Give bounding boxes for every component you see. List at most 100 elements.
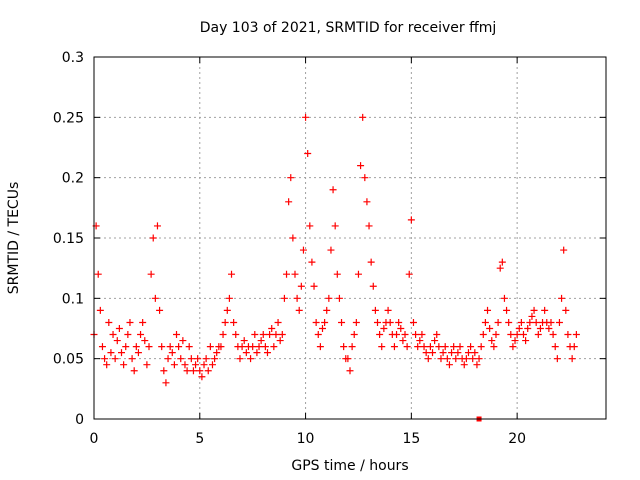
data-point [452,355,460,363]
data-point [283,270,291,278]
data-point [96,306,104,314]
data-point [242,349,250,357]
points-layer [90,113,580,422]
data-point [433,331,441,339]
data-point [331,222,339,230]
data-point [498,258,506,266]
data-point [306,222,314,230]
data-point [238,343,246,351]
data-point [467,343,475,351]
data-point [310,282,318,290]
data-point [541,306,549,314]
data-point [143,361,151,369]
data-point [492,331,500,339]
data-point [515,325,523,332]
data-point [471,349,479,357]
data-point [420,343,428,351]
data-point [194,355,202,363]
data-point [166,343,174,351]
data-point [198,373,206,381]
data-point [475,355,483,363]
data-point [297,282,305,290]
data-point [211,355,219,363]
data-point [124,331,132,339]
data-point [217,343,225,351]
data-point [443,355,451,363]
data-point [454,349,462,357]
data-point [128,355,136,363]
data-point [505,318,513,326]
data-point [223,306,231,314]
data-point [513,331,521,339]
data-point [526,318,534,326]
data-point [263,349,271,357]
data-point [94,270,102,278]
y-tick-label: 0.05 [53,352,84,368]
data-point [213,349,221,357]
data-point [153,222,161,230]
data-point [496,264,504,272]
data-point [456,343,464,351]
data-point [162,379,170,387]
data-point [204,367,212,375]
data-point [202,355,210,363]
data-point [177,355,185,363]
data-point [555,318,563,326]
data-point [270,343,278,351]
chart-title: Day 103 of 2021, SRMTID for receiver ffm… [200,20,497,36]
data-point [439,349,447,357]
data-point [350,331,358,339]
data-point [524,325,532,332]
data-point [325,294,333,302]
data-point [132,343,140,351]
data-point [509,343,517,351]
data-point [314,331,322,339]
data-point [280,294,288,302]
data-point [484,306,492,314]
data-point [346,367,354,375]
data-point [230,318,238,326]
data-point [272,331,280,339]
data-point [253,349,261,357]
y-axis-label: SRMTID / TECUs [6,182,22,295]
data-point [103,361,111,369]
data-point [564,331,572,339]
data-point [181,361,189,369]
data-point [412,331,420,339]
data-point [530,306,538,314]
data-point [460,361,468,369]
data-point [407,216,415,224]
data-point [405,270,413,278]
x-tick-label: 15 [402,431,420,447]
data-point [348,343,356,351]
data-point [570,343,578,351]
data-point [111,355,119,363]
data-point [448,349,456,357]
y-tick-label: 0.2 [62,171,84,187]
data-point [251,331,259,339]
data-point [312,318,320,326]
data-point [384,306,392,314]
data-point [562,306,570,314]
data-point [200,361,208,369]
data-point [560,246,568,254]
grid [94,57,606,419]
x-axis-label: GPS time / hours [291,458,408,474]
data-point [534,331,542,339]
data-point [462,355,470,363]
data-point [519,331,527,339]
data-point [160,367,168,375]
data-point [357,162,365,170]
data-point [255,343,263,351]
data-point [390,343,398,351]
data-point [464,349,472,357]
data-point [196,367,204,375]
data-point [268,325,276,332]
data-point [185,343,193,351]
data-point [285,198,293,206]
data-point [361,174,369,182]
data-point [431,337,439,345]
data-point [367,258,375,266]
y-tick-label: 0.25 [53,110,84,126]
y-tick-label: 0.15 [53,231,84,247]
